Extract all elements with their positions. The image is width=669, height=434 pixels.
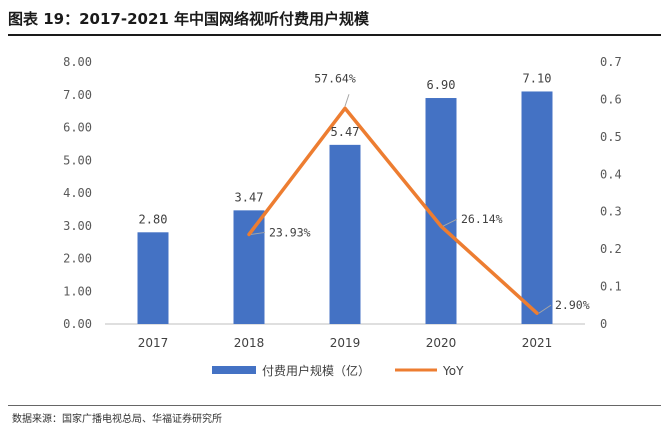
source-note: 数据来源：国家广播电视总局、华福证券研究所	[12, 414, 222, 425]
y-left-tick-label: 3.00	[63, 219, 92, 233]
line-data-label: 2.90%	[555, 298, 590, 312]
y-left-tick-label: 5.00	[63, 153, 92, 167]
legend-bar-swatch	[212, 366, 256, 374]
y-right-tick-label: 0.5	[600, 130, 622, 144]
y-right-tick-label: 0.2	[600, 242, 622, 256]
y-right-tick-label: 0.4	[600, 167, 622, 181]
x-tick-label: 2019	[330, 336, 361, 350]
x-tick-label: 2021	[522, 336, 553, 350]
data-label-leader	[344, 94, 350, 107]
bar	[137, 232, 169, 324]
chart-title: 图表 19：2017-2021 年中国网络视听付费用户规模	[8, 10, 370, 28]
line-data-label: 23.93%	[269, 225, 311, 239]
y-left-tick-label: 6.00	[63, 121, 92, 135]
y-left-tick-label: 4.00	[63, 186, 92, 200]
bar	[521, 91, 553, 324]
x-tick-label: 2020	[426, 336, 457, 350]
data-label-leader	[250, 231, 266, 235]
y-right-tick-label: 0.1	[600, 280, 622, 294]
data-label-leader	[442, 218, 458, 227]
chart-canvas: 0.00 1.00 2.00 3.00 4.00 5.00 6.00 7.00 8.00 0 0.1…	[63, 55, 622, 378]
yoy-line	[247, 106, 539, 315]
bar-data-label: 5.47	[331, 125, 360, 139]
y-right-tick-label: 0.3	[600, 205, 622, 219]
bar-data-label: 2.80	[139, 212, 168, 226]
legend-line-label: YoY	[442, 364, 464, 378]
source-divider	[8, 405, 661, 406]
x-tick-label: 2018	[234, 336, 265, 350]
legend-bar-label: 付费用户规模（亿）	[262, 363, 370, 378]
bar-data-label: 7.10	[523, 71, 552, 85]
bar	[233, 210, 265, 324]
data-label-leader	[538, 304, 552, 314]
x-tick-label: 2017	[138, 336, 169, 350]
y-left-tick-label: 1.00	[63, 284, 92, 298]
y-right-tick-label: 0.6	[600, 92, 622, 106]
title-divider	[8, 34, 661, 36]
line-data-label: 26.14%	[461, 212, 503, 226]
bar	[329, 144, 361, 324]
y-right-tick-label: 0.7	[600, 55, 622, 69]
bar-data-label: 6.90	[427, 78, 456, 92]
y-right-tick-label: 0	[600, 317, 607, 331]
y-left-tick-label: 2.00	[63, 252, 92, 266]
y-left-tick-label: 7.00	[63, 88, 92, 102]
bar-data-label: 3.47	[235, 190, 264, 204]
line-data-label: 57.64%	[314, 71, 356, 85]
y-left-tick-label: 8.00	[63, 55, 92, 69]
y-left-tick-label: 0.00	[63, 317, 92, 331]
